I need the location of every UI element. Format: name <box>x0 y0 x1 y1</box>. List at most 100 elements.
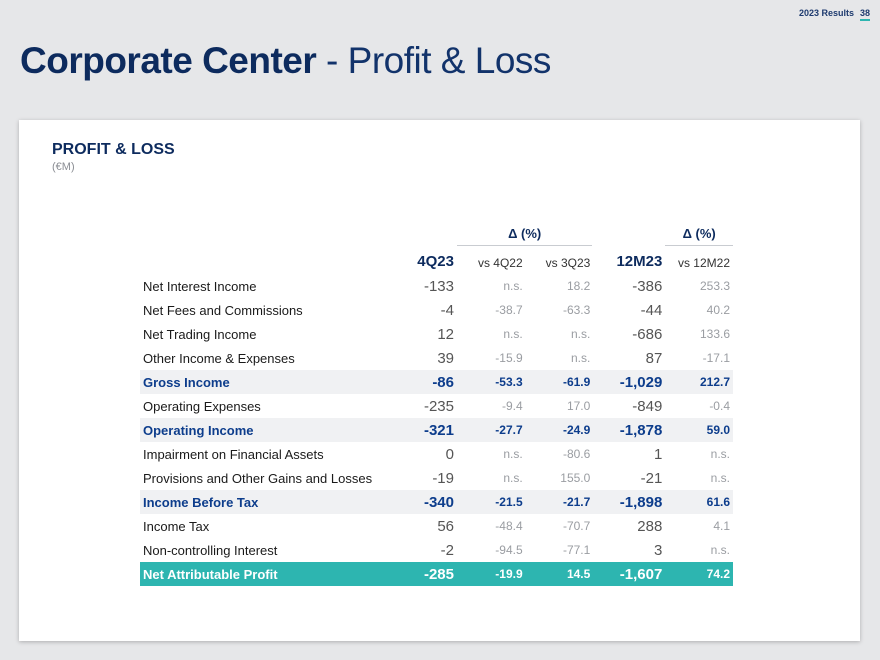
value-12m23: -686 <box>632 325 663 343</box>
delta-vs-4q22: n.s. <box>503 327 523 341</box>
row-label: Net Trading Income <box>143 326 257 342</box>
delta-vs-12m22: 4.1 <box>713 519 730 533</box>
column-header-row: 4Q23 vs 4Q22 vs 3Q23 12M23 vs 12M22 <box>140 246 733 275</box>
delta-header-quarter: Δ (%) <box>457 217 593 246</box>
delta-vs-4q22: -53.3 <box>457 370 525 394</box>
table-row: Operating Income -321 -27.7 -24.9 -1,878 59.0 <box>140 418 733 442</box>
delta-vs-3q23: -70.7 <box>562 519 591 533</box>
delta-vs-12m22: 133.6 <box>699 327 730 341</box>
table-row: Other Income & Expenses 39 -15.9 n.s. 87 -17.… <box>140 346 733 370</box>
delta-vs-3q23: 155.0 <box>560 471 591 485</box>
delta-vs-3q23: 18.2 <box>566 279 591 293</box>
delta-vs-4q22: -48.4 <box>495 519 523 533</box>
table-row: Net Trading Income 12 n.s. n.s. -686 133.6 <box>140 322 733 346</box>
row-label: Net Attributable Profit <box>140 562 384 586</box>
page-title-main: Corporate Center <box>20 40 317 81</box>
value-12m23: -1,878 <box>592 418 666 442</box>
value-4q23: 0 <box>445 445 454 463</box>
delta-vs-4q22: -94.5 <box>495 543 523 557</box>
delta-vs-12m22: 61.6 <box>665 490 733 514</box>
value-12m23: 288 <box>637 517 663 535</box>
value-12m23: 3 <box>653 541 663 559</box>
delta-vs-3q23: n.s. <box>570 327 591 341</box>
delta-vs-3q23: -24.9 <box>524 418 593 442</box>
delta-vs-4q22: -15.9 <box>495 351 523 365</box>
row-label: Gross Income <box>140 370 384 394</box>
section-title: PROFIT & LOSS <box>52 141 175 158</box>
table-row: Non-controlling Interest -2 -94.5 -77.1 3 n.s… <box>140 538 733 562</box>
row-label: Net Fees and Commissions <box>143 302 303 318</box>
value-4q23: 56 <box>437 517 454 535</box>
row-label: Income Before Tax <box>140 490 384 514</box>
delta-vs-12m22: 59.0 <box>665 418 733 442</box>
value-4q23: -321 <box>384 418 457 442</box>
delta-vs-4q22: -19.9 <box>457 562 525 586</box>
pl-card: PROFIT & LOSS (€M) Δ (%) Δ (%) 4Q23 vs 4… <box>19 120 860 641</box>
table-row: Impairment on Financial Assets 0 n.s. -80.6… <box>140 442 733 466</box>
delta-vs-3q23: n.s. <box>570 351 591 365</box>
value-12m23: -1,607 <box>592 562 666 586</box>
delta-vs-4q22: n.s. <box>503 447 523 461</box>
delta-vs-4q22: -9.4 <box>501 399 523 413</box>
value-12m23: 87 <box>645 349 663 367</box>
value-4q23: -133 <box>423 277 454 295</box>
value-4q23: -86 <box>384 370 457 394</box>
col-4q23: 4Q23 <box>417 253 454 270</box>
delta-vs-4q22: -38.7 <box>495 303 523 317</box>
delta-vs-4q22: n.s. <box>503 471 523 485</box>
value-4q23: -4 <box>440 301 454 319</box>
report-tag: 2023 Results 38 <box>798 8 870 21</box>
delta-vs-3q23: 14.5 <box>524 562 593 586</box>
value-4q23: 12 <box>437 325 454 343</box>
row-label: Other Income & Expenses <box>143 350 295 366</box>
delta-vs-12m22: -17.1 <box>702 351 730 365</box>
delta-vs-4q22: n.s. <box>503 279 523 293</box>
value-4q23: 39 <box>437 349 454 367</box>
delta-vs-12m22: n.s. <box>710 447 730 461</box>
delta-vs-12m22: n.s. <box>710 471 730 485</box>
value-12m23: -849 <box>632 397 663 415</box>
page-number: 38 <box>859 8 870 21</box>
value-12m23: -21 <box>640 469 663 487</box>
delta-vs-12m22: 212.7 <box>665 370 733 394</box>
delta-vs-4q22: -27.7 <box>457 418 525 442</box>
page-title-sub: - Profit & Loss <box>316 40 551 81</box>
value-12m23: -44 <box>640 301 663 319</box>
value-12m23: -386 <box>632 277 663 295</box>
table-row: Income Tax 56 -48.4 -70.7 288 4.1 <box>140 514 733 538</box>
value-4q23: -2 <box>440 541 454 559</box>
value-12m23: -1,898 <box>592 490 666 514</box>
delta-vs-3q23: -80.6 <box>562 447 591 461</box>
delta-header-year: Δ (%) <box>665 217 733 246</box>
table-row: Net Fees and Commissions -4 -38.7 -63.3 -44 4… <box>140 298 733 322</box>
row-label: Operating Income <box>140 418 384 442</box>
row-label: Impairment on Financial Assets <box>143 446 324 462</box>
col-vs-3q23: vs 3Q23 <box>545 256 591 270</box>
col-12m23: 12M23 <box>616 253 663 270</box>
delta-vs-12m22: 74.2 <box>665 562 733 586</box>
delta-vs-3q23: -63.3 <box>562 303 591 317</box>
row-label: Net Interest Income <box>143 278 257 294</box>
table-row: Income Before Tax -340 -21.5 -21.7 -1,898 61.… <box>140 490 733 514</box>
delta-vs-3q23: -21.7 <box>524 490 593 514</box>
value-4q23: -19 <box>432 469 454 487</box>
table-row: Operating Expenses -235 -9.4 17.0 -849 -0.4 <box>140 394 733 418</box>
table-row: Net Attributable Profit -285 -19.9 14.5 -1,6… <box>140 562 733 586</box>
delta-vs-12m22: n.s. <box>710 543 730 557</box>
delta-vs-4q22: -21.5 <box>457 490 525 514</box>
value-12m23: -1,029 <box>592 370 666 394</box>
table-row: Gross Income -86 -53.3 -61.9 -1,029 212.7 <box>140 370 733 394</box>
delta-vs-12m22: 40.2 <box>706 303 730 317</box>
row-label: Income Tax <box>143 518 210 534</box>
delta-vs-3q23: -61.9 <box>524 370 593 394</box>
table-row: Provisions and Other Gains and Losses -19… <box>140 466 733 490</box>
value-4q23: -235 <box>423 397 454 415</box>
report-label: 2023 Results <box>798 8 854 18</box>
table-row: Net Interest Income -133 n.s. 18.2 -386 253.3 <box>140 274 733 298</box>
delta-header-row: Δ (%) Δ (%) <box>140 217 733 246</box>
delta-vs-3q23: -77.1 <box>562 543 591 557</box>
row-label: Provisions and Other Gains and Losses <box>143 470 373 486</box>
delta-vs-12m22: 253.3 <box>699 279 730 293</box>
value-12m23: 1 <box>653 445 663 463</box>
row-label: Operating Expenses <box>143 398 261 414</box>
